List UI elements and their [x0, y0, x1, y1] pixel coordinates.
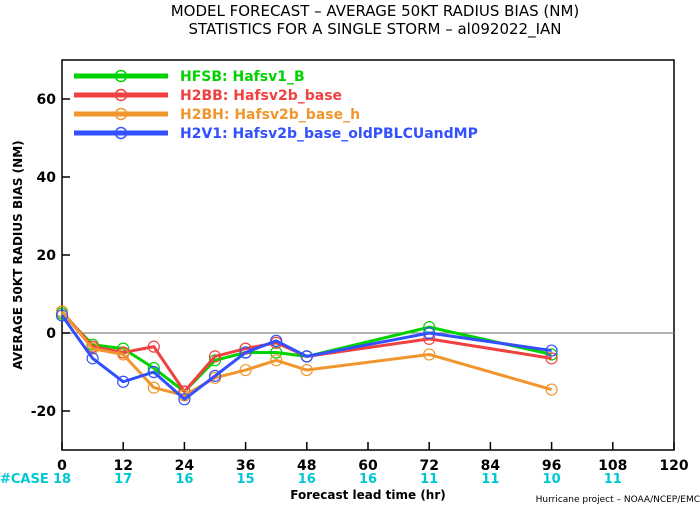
x-tick-label: 72 — [419, 458, 438, 474]
data-point — [545, 383, 558, 396]
legend-marker — [114, 126, 128, 140]
legend: HFSB: Hafsv1_B H2BB: Hafsv2b_base H2BH: Ha… — [74, 69, 478, 142]
legend-label: H2BH: Hafsv2b_base_h — [180, 107, 360, 123]
data-point — [55, 309, 69, 322]
y-tick-label: 40 — [37, 170, 57, 186]
series-line — [60, 312, 552, 393]
data-point — [239, 363, 252, 377]
case-count: 16 — [175, 472, 193, 487]
series-line — [60, 310, 552, 393]
series-line — [60, 310, 553, 397]
y-tick-label: 0 — [46, 326, 56, 342]
data-point — [423, 326, 436, 340]
legend-label: HFSB: Hafsv1_B — [180, 69, 305, 85]
chart-title: MODEL FORECAST – AVERAGE 50KT RADIUS BIA… — [171, 2, 580, 20]
data-point — [117, 348, 130, 361]
y-tick-label: -20 — [31, 404, 57, 420]
legend-marker — [114, 69, 128, 83]
data-point — [270, 354, 283, 367]
data-point — [178, 393, 191, 406]
data-point — [545, 352, 558, 365]
case-count: 18 — [53, 472, 71, 487]
data-point — [270, 346, 283, 359]
x-tick-label: 48 — [297, 458, 316, 474]
data-point — [208, 354, 222, 367]
x-axis-label: Forecast lead time (hr) — [290, 488, 446, 502]
y-tick-label: 20 — [37, 248, 57, 264]
case-counts: 18 17 16 15 16 16 11 11 10 11 — [53, 472, 622, 487]
y-axis-label: AVERAGE 50KT RADIUS BIAS (NM) — [11, 140, 25, 369]
y-tick-label: 60 — [37, 92, 57, 108]
data-point — [423, 348, 436, 361]
case-count: 15 — [237, 472, 255, 487]
x-tick-label: 60 — [358, 458, 378, 474]
x-tick-label: 84 — [481, 458, 501, 474]
data-point — [147, 340, 160, 353]
x-tick-label: 108 — [598, 458, 627, 474]
data-point — [270, 334, 283, 347]
x-tick-label: 36 — [236, 458, 255, 474]
credit-text: Hurricane project – NOAA/NCEP/EMC — [536, 495, 700, 505]
y-axis: -20 0 20 40 60 — [31, 92, 70, 420]
legend-marker — [114, 88, 128, 102]
series-line — [60, 314, 552, 401]
case-count: 16 — [298, 472, 316, 487]
x-axis: 0 12 24 36 48 60 72 84 96 108 120 — [57, 442, 689, 474]
data-point — [300, 350, 313, 363]
case-count: 16 — [359, 472, 377, 487]
case-count: 17 — [114, 472, 132, 487]
data-point — [208, 369, 222, 382]
legend-marker — [114, 107, 128, 121]
x-tick-label: 24 — [175, 458, 195, 474]
data-point — [147, 365, 160, 379]
series-group — [55, 305, 558, 406]
legend-label: H2V1: Hafsv2b_base_oldPBLCUandMP — [180, 126, 478, 142]
case-count: 10 — [543, 472, 561, 487]
x-tick-label: 0 — [57, 458, 67, 474]
x-tick-label: 96 — [542, 458, 561, 474]
case-count: 11 — [604, 472, 622, 487]
legend-label: H2BB: Hafsv2b_base — [180, 88, 342, 104]
chart-subtitle: STATISTICS FOR A SINGLE STORM – al092022… — [188, 20, 561, 39]
data-point — [239, 346, 252, 359]
data-point — [208, 350, 222, 363]
data-point — [147, 381, 160, 394]
plot-frame — [61, 59, 675, 451]
data-point — [86, 352, 99, 365]
case-count: 11 — [481, 472, 499, 487]
case-count: 11 — [420, 472, 438, 487]
data-point — [545, 348, 558, 361]
x-tick-label: 120 — [659, 458, 688, 474]
case-label: #CASE — [0, 472, 49, 487]
x-tick-label: 12 — [113, 458, 132, 474]
data-point — [545, 344, 558, 357]
data-point — [300, 363, 313, 377]
data-point — [117, 375, 130, 388]
